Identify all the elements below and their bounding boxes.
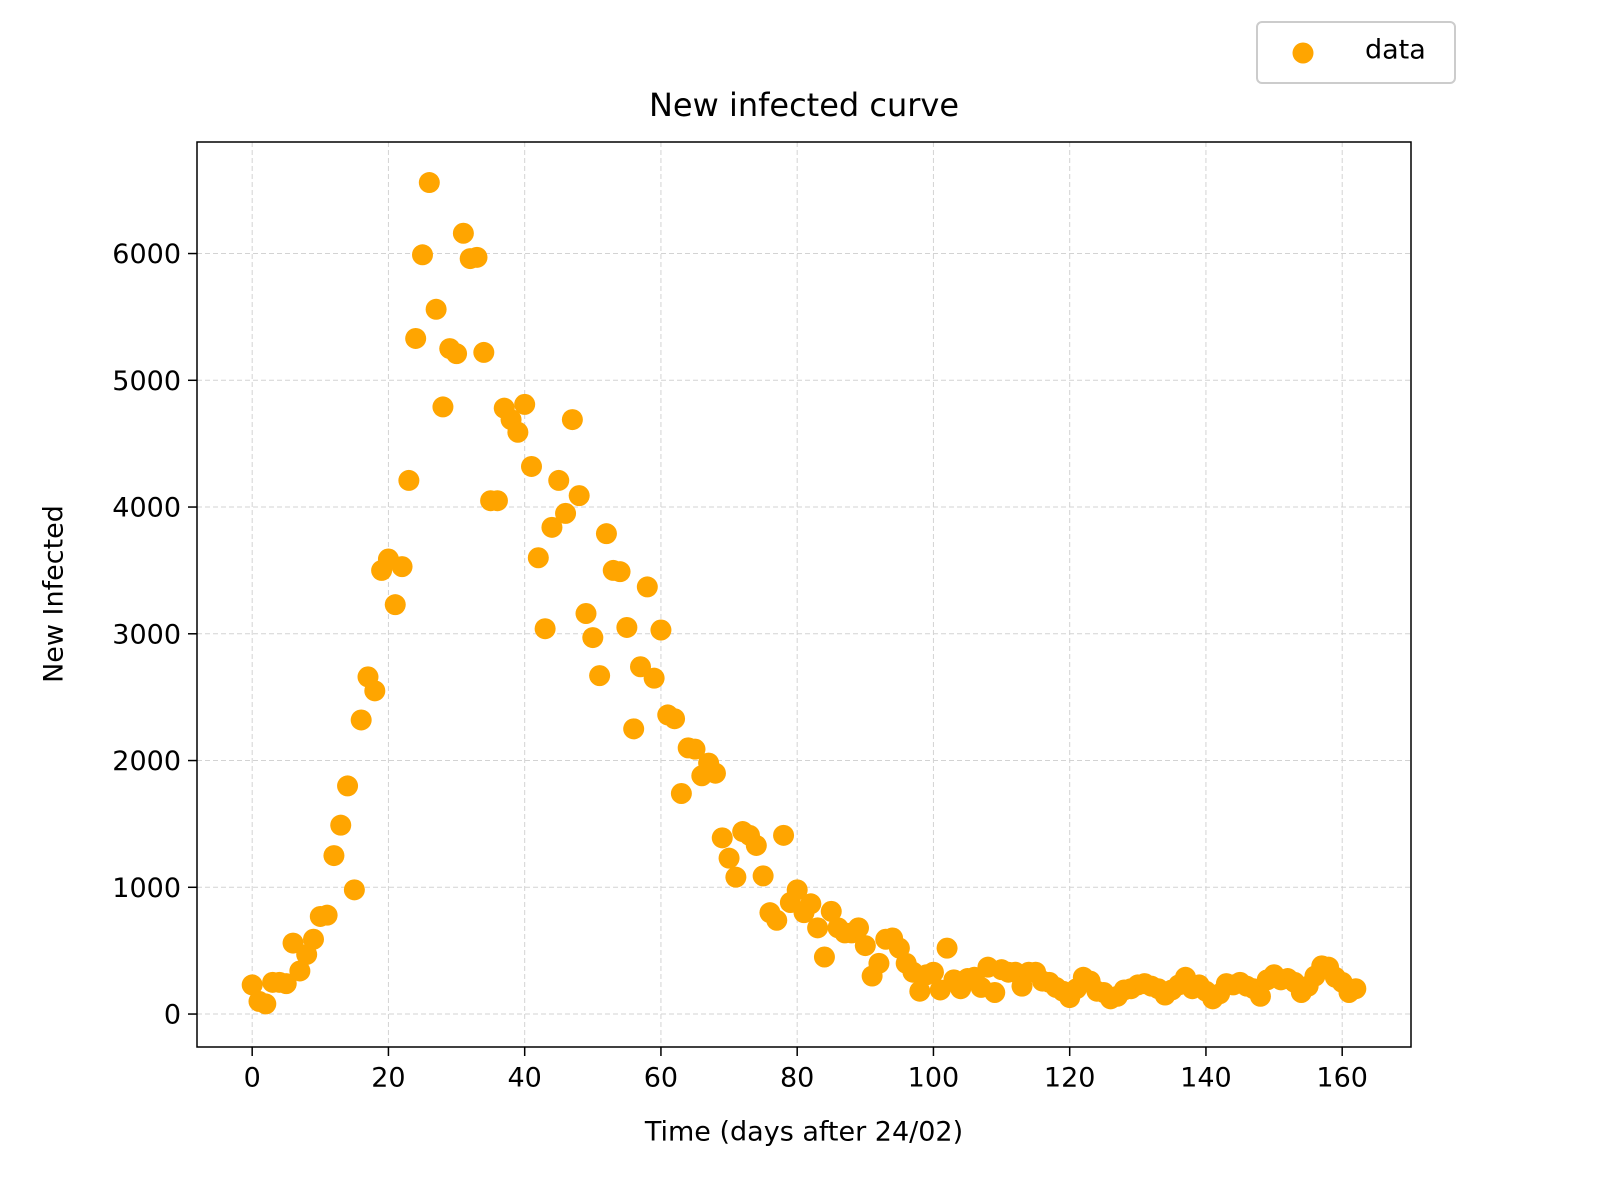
point (589, 665, 611, 687)
point (575, 603, 597, 625)
x-tick-label: 160 (1316, 1063, 1368, 1094)
point (527, 547, 549, 569)
point (786, 879, 808, 901)
point (800, 893, 822, 915)
point (616, 616, 638, 638)
point (936, 937, 958, 959)
point (609, 561, 631, 583)
point (909, 980, 931, 1002)
point (548, 469, 570, 491)
point (848, 917, 870, 939)
point (711, 827, 733, 849)
point (636, 576, 658, 598)
point (541, 516, 563, 538)
legend-marker (1292, 42, 1314, 64)
point (725, 866, 747, 888)
point (391, 556, 413, 578)
point (418, 172, 440, 194)
point (718, 847, 740, 869)
point (255, 993, 277, 1015)
point (704, 762, 726, 784)
point (670, 782, 692, 804)
y-tick-label: 1000 (112, 873, 181, 904)
point (514, 393, 536, 415)
y-tick-label: 2000 (112, 746, 181, 777)
plot-frame (196, 141, 1412, 1048)
point (486, 490, 508, 512)
point (241, 974, 263, 996)
x-tick-label: 0 (244, 1063, 261, 1094)
point (398, 469, 420, 491)
point (582, 627, 604, 649)
y-tick-label: 6000 (112, 239, 181, 270)
point (664, 708, 686, 730)
legend-label: data (1365, 35, 1426, 66)
point (507, 421, 529, 443)
y-tick-label: 0 (164, 1000, 181, 1031)
y-tick-label: 4000 (112, 493, 181, 524)
x-tick-label: 20 (371, 1063, 405, 1094)
point (384, 594, 406, 616)
point (813, 946, 835, 968)
point (773, 824, 795, 846)
chart-title: New infected curve (649, 86, 959, 124)
point (561, 409, 583, 431)
point (868, 952, 890, 974)
point (343, 879, 365, 901)
point (452, 222, 474, 244)
point (595, 523, 617, 545)
legend-box (1256, 21, 1456, 84)
point (568, 485, 590, 507)
point (323, 845, 345, 867)
y-tick-label: 3000 (112, 619, 181, 650)
point (766, 909, 788, 931)
point (745, 834, 767, 856)
point (922, 961, 944, 983)
point (752, 865, 774, 887)
point (684, 738, 706, 760)
point (432, 396, 454, 418)
x-tick-label: 80 (780, 1063, 814, 1094)
point (405, 327, 427, 349)
y-axis-label: New Infected (39, 505, 70, 683)
y-tick-label: 5000 (112, 366, 181, 397)
point (446, 343, 468, 365)
point (466, 246, 488, 268)
point (302, 928, 324, 950)
point (337, 775, 359, 797)
x-tick-label: 120 (1044, 1063, 1096, 1094)
x-tick-label: 40 (508, 1063, 542, 1094)
point (643, 667, 665, 689)
x-tick-label: 60 (644, 1063, 678, 1094)
x-tick-label: 140 (1180, 1063, 1232, 1094)
point (555, 502, 577, 524)
x-tick-label: 100 (908, 1063, 960, 1094)
point (330, 814, 352, 836)
point (1249, 985, 1271, 1007)
point (350, 709, 372, 731)
point (289, 960, 311, 982)
point (520, 455, 542, 477)
point (473, 341, 495, 363)
point (534, 618, 556, 640)
point (623, 718, 645, 740)
point (854, 935, 876, 957)
point (425, 298, 447, 320)
point (1345, 978, 1367, 1000)
point (316, 904, 338, 926)
point (650, 619, 672, 641)
point (807, 917, 829, 939)
point (820, 900, 842, 922)
point (411, 244, 433, 266)
point (984, 981, 1006, 1003)
x-axis-label: Time (days after 24/02) (644, 1117, 963, 1148)
point (364, 680, 386, 702)
point (275, 973, 297, 995)
